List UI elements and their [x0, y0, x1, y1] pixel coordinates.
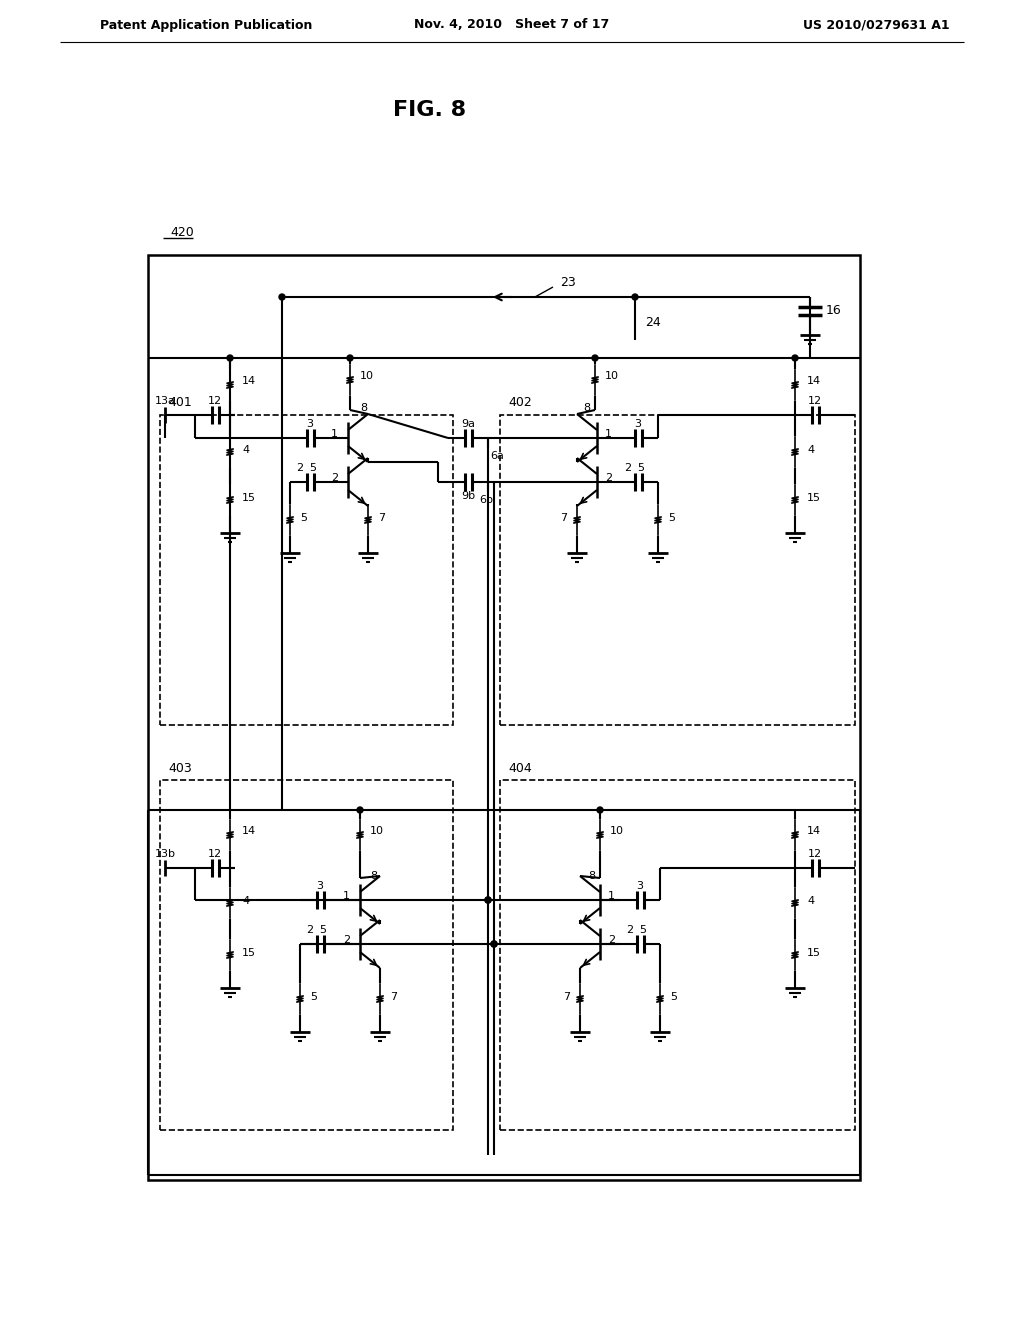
Text: 14: 14 [242, 376, 256, 385]
Text: 5: 5 [670, 993, 677, 1002]
Circle shape [792, 355, 798, 360]
Text: 10: 10 [370, 826, 384, 836]
Text: 10: 10 [360, 371, 374, 381]
Text: 7: 7 [560, 513, 567, 523]
Text: 8: 8 [370, 871, 377, 880]
Circle shape [485, 898, 490, 903]
Text: 15: 15 [807, 948, 821, 958]
Text: 14: 14 [807, 826, 821, 836]
Text: 15: 15 [242, 492, 256, 503]
Text: 1: 1 [605, 429, 612, 440]
Text: 10: 10 [610, 826, 624, 836]
Circle shape [490, 941, 497, 946]
Circle shape [347, 355, 353, 360]
Text: 6a: 6a [490, 451, 504, 461]
Text: 13b: 13b [155, 849, 176, 859]
Circle shape [490, 941, 497, 946]
Text: 9b: 9b [461, 491, 475, 502]
Text: 5: 5 [300, 513, 307, 523]
Text: 8: 8 [360, 403, 368, 413]
Text: 6b: 6b [479, 495, 493, 506]
Circle shape [485, 898, 490, 903]
Text: 7: 7 [390, 993, 397, 1002]
Text: 8: 8 [588, 871, 595, 880]
Text: 3: 3 [306, 418, 313, 429]
Text: 4: 4 [242, 896, 249, 906]
Text: 23: 23 [560, 276, 575, 289]
Text: 12: 12 [208, 849, 222, 859]
Text: 5: 5 [668, 513, 675, 523]
Circle shape [279, 294, 285, 300]
Text: 2: 2 [608, 935, 615, 945]
Text: 15: 15 [807, 492, 821, 503]
Text: 5: 5 [319, 925, 327, 935]
Text: 4: 4 [807, 896, 814, 906]
Text: 12: 12 [208, 396, 222, 407]
Text: 4: 4 [242, 445, 249, 455]
Circle shape [597, 807, 603, 813]
Text: 3: 3 [635, 418, 641, 429]
Text: Patent Application Publication: Patent Application Publication [100, 18, 312, 32]
Text: Nov. 4, 2010   Sheet 7 of 17: Nov. 4, 2010 Sheet 7 of 17 [415, 18, 609, 32]
Text: 1: 1 [608, 891, 615, 902]
Text: 2: 2 [343, 935, 350, 945]
Text: 14: 14 [242, 826, 256, 836]
Text: 3: 3 [316, 880, 324, 891]
Text: 1: 1 [331, 429, 338, 440]
Text: 3: 3 [637, 880, 643, 891]
Text: 10: 10 [605, 371, 618, 381]
Text: 2: 2 [627, 925, 634, 935]
Circle shape [357, 807, 362, 813]
Text: 4: 4 [807, 445, 814, 455]
Circle shape [227, 355, 233, 360]
Text: US 2010/0279631 A1: US 2010/0279631 A1 [804, 18, 950, 32]
Text: 403: 403 [168, 762, 191, 775]
Text: 12: 12 [808, 849, 822, 859]
Circle shape [632, 294, 638, 300]
Text: 8: 8 [583, 403, 590, 413]
Text: 5: 5 [640, 925, 646, 935]
Text: 1: 1 [343, 891, 350, 902]
Text: 16: 16 [826, 305, 842, 318]
Text: 2: 2 [306, 925, 313, 935]
Text: 404: 404 [508, 762, 531, 775]
Text: 24: 24 [645, 315, 660, 329]
Text: 7: 7 [563, 993, 570, 1002]
Text: 2: 2 [331, 473, 338, 483]
Text: 420: 420 [170, 227, 194, 239]
Text: 15: 15 [242, 948, 256, 958]
Circle shape [592, 355, 598, 360]
Text: 14: 14 [807, 376, 821, 385]
Text: 13a: 13a [155, 396, 176, 407]
Text: 12: 12 [808, 396, 822, 407]
Text: 2: 2 [625, 463, 632, 473]
Text: 2: 2 [605, 473, 612, 483]
Text: 5: 5 [638, 463, 644, 473]
Text: 2: 2 [296, 463, 303, 473]
Text: FIG. 8: FIG. 8 [393, 100, 467, 120]
Text: 5: 5 [309, 463, 316, 473]
Text: 401: 401 [168, 396, 191, 409]
Text: 5: 5 [310, 993, 317, 1002]
Text: 7: 7 [378, 513, 385, 523]
Text: 9a: 9a [461, 418, 475, 429]
Text: 402: 402 [508, 396, 531, 409]
